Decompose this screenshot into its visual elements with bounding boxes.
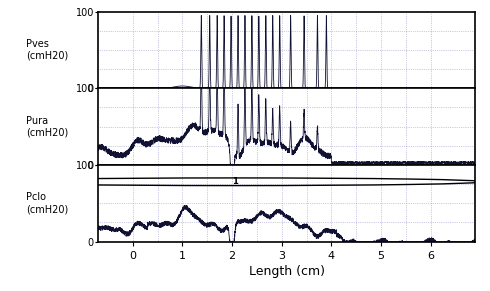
Text: 1: 1 — [232, 177, 238, 186]
X-axis label: Length (cm): Length (cm) — [248, 265, 325, 278]
Text: Pura
(cmH20): Pura (cmH20) — [26, 116, 69, 137]
Text: Pves
(cmH20): Pves (cmH20) — [26, 39, 69, 61]
Text: Pclo
(cmH20): Pclo (cmH20) — [26, 192, 69, 214]
